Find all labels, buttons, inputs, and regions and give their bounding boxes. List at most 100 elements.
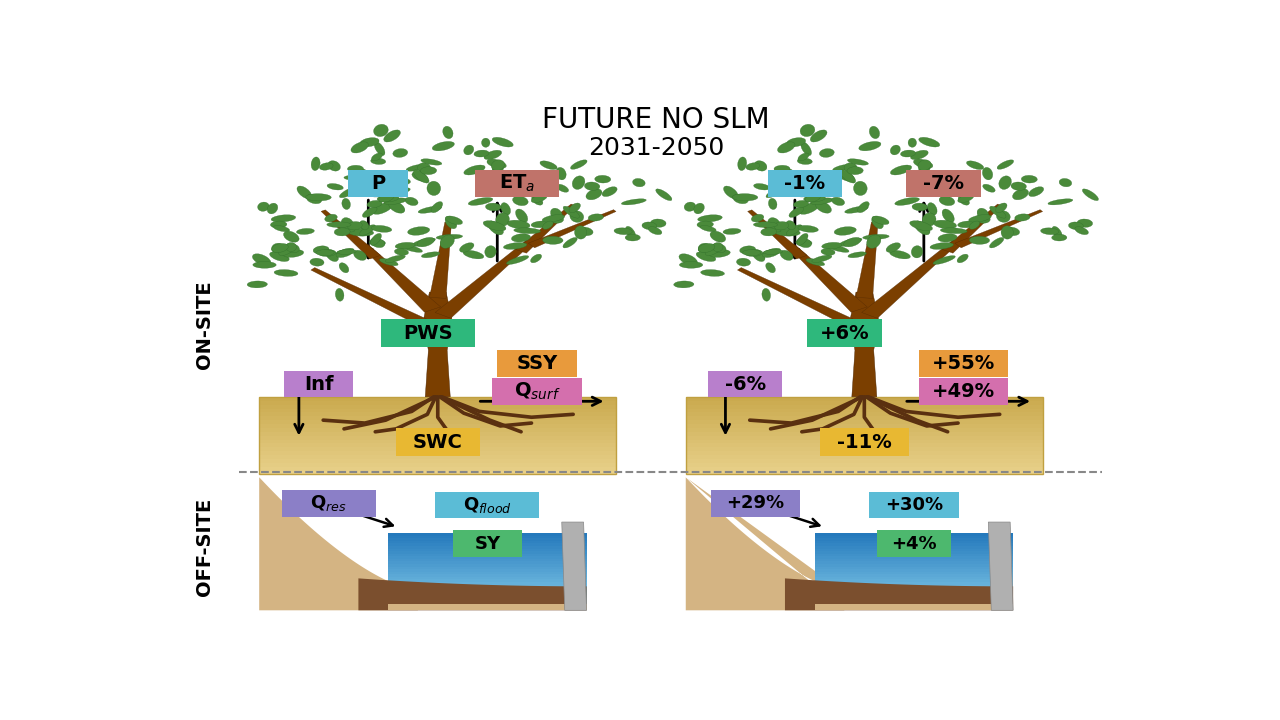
Bar [686, 416, 1043, 420]
Bar [686, 439, 1043, 444]
Bar [686, 444, 1043, 447]
Ellipse shape [342, 198, 351, 210]
Ellipse shape [760, 228, 777, 236]
Ellipse shape [940, 196, 955, 206]
Ellipse shape [969, 215, 991, 222]
Ellipse shape [360, 225, 375, 235]
Ellipse shape [746, 163, 759, 170]
Ellipse shape [621, 199, 646, 205]
Ellipse shape [764, 249, 782, 254]
Ellipse shape [822, 243, 842, 249]
Ellipse shape [698, 221, 713, 228]
Ellipse shape [367, 200, 383, 207]
Ellipse shape [838, 238, 861, 246]
Polygon shape [529, 210, 616, 248]
Ellipse shape [347, 222, 362, 230]
Ellipse shape [910, 150, 928, 160]
Ellipse shape [698, 215, 722, 222]
Text: Q$_{res}$: Q$_{res}$ [310, 493, 347, 513]
Ellipse shape [283, 231, 300, 242]
Bar [815, 544, 1014, 546]
Ellipse shape [270, 221, 287, 228]
Ellipse shape [351, 142, 369, 153]
Ellipse shape [895, 197, 919, 205]
Ellipse shape [531, 221, 550, 228]
Ellipse shape [389, 201, 404, 213]
Polygon shape [321, 210, 380, 259]
Ellipse shape [376, 181, 396, 186]
Bar [259, 397, 617, 401]
Polygon shape [362, 245, 440, 312]
Bar [686, 455, 1043, 459]
Ellipse shape [339, 263, 349, 273]
Ellipse shape [685, 202, 696, 211]
Ellipse shape [774, 229, 800, 236]
Ellipse shape [557, 184, 568, 192]
Ellipse shape [394, 248, 408, 256]
Text: SWC: SWC [413, 433, 462, 452]
Bar [815, 569, 1014, 572]
Ellipse shape [372, 202, 393, 215]
Ellipse shape [379, 194, 394, 202]
Ellipse shape [694, 203, 704, 214]
Text: ON-SITE: ON-SITE [195, 281, 214, 369]
Ellipse shape [753, 250, 765, 261]
FancyBboxPatch shape [906, 170, 980, 197]
Ellipse shape [371, 225, 392, 233]
Ellipse shape [768, 198, 777, 210]
Bar [815, 577, 1014, 580]
Ellipse shape [1001, 226, 1014, 239]
Ellipse shape [393, 148, 408, 158]
Ellipse shape [891, 165, 911, 175]
Bar [815, 554, 1014, 557]
Ellipse shape [463, 145, 474, 155]
Ellipse shape [326, 222, 351, 228]
Text: -1%: -1% [785, 174, 826, 193]
Bar [259, 447, 617, 451]
Ellipse shape [806, 258, 824, 266]
Ellipse shape [310, 258, 324, 266]
Ellipse shape [602, 186, 617, 197]
Ellipse shape [733, 194, 749, 204]
Bar [259, 467, 617, 471]
Ellipse shape [396, 188, 411, 194]
Ellipse shape [585, 182, 600, 191]
Ellipse shape [550, 208, 562, 220]
Ellipse shape [844, 238, 861, 247]
Ellipse shape [353, 251, 366, 261]
Ellipse shape [780, 223, 800, 230]
Bar [686, 397, 1043, 474]
Ellipse shape [625, 234, 640, 241]
FancyBboxPatch shape [475, 170, 559, 197]
Ellipse shape [516, 209, 527, 222]
Text: SSY: SSY [516, 354, 558, 373]
Bar [388, 606, 586, 608]
Ellipse shape [768, 217, 781, 231]
Bar [388, 590, 586, 593]
Text: Q$_{flood}$: Q$_{flood}$ [463, 495, 512, 515]
Ellipse shape [740, 246, 755, 254]
Bar [815, 600, 1014, 603]
Ellipse shape [1011, 182, 1027, 191]
Ellipse shape [445, 217, 457, 229]
FancyBboxPatch shape [453, 531, 522, 557]
Bar [388, 593, 586, 595]
Text: SY: SY [475, 535, 500, 553]
Ellipse shape [360, 138, 379, 147]
Ellipse shape [314, 246, 329, 254]
Ellipse shape [705, 245, 721, 256]
FancyBboxPatch shape [498, 351, 577, 377]
Ellipse shape [641, 222, 657, 230]
Bar [259, 477, 617, 611]
Ellipse shape [306, 194, 321, 204]
Ellipse shape [771, 175, 792, 180]
Bar [815, 559, 1014, 562]
Ellipse shape [751, 215, 764, 222]
Ellipse shape [891, 145, 900, 155]
Ellipse shape [908, 138, 916, 148]
Bar [259, 408, 617, 413]
Ellipse shape [867, 235, 881, 248]
Ellipse shape [754, 222, 778, 228]
Bar [259, 420, 617, 424]
Ellipse shape [982, 167, 993, 180]
